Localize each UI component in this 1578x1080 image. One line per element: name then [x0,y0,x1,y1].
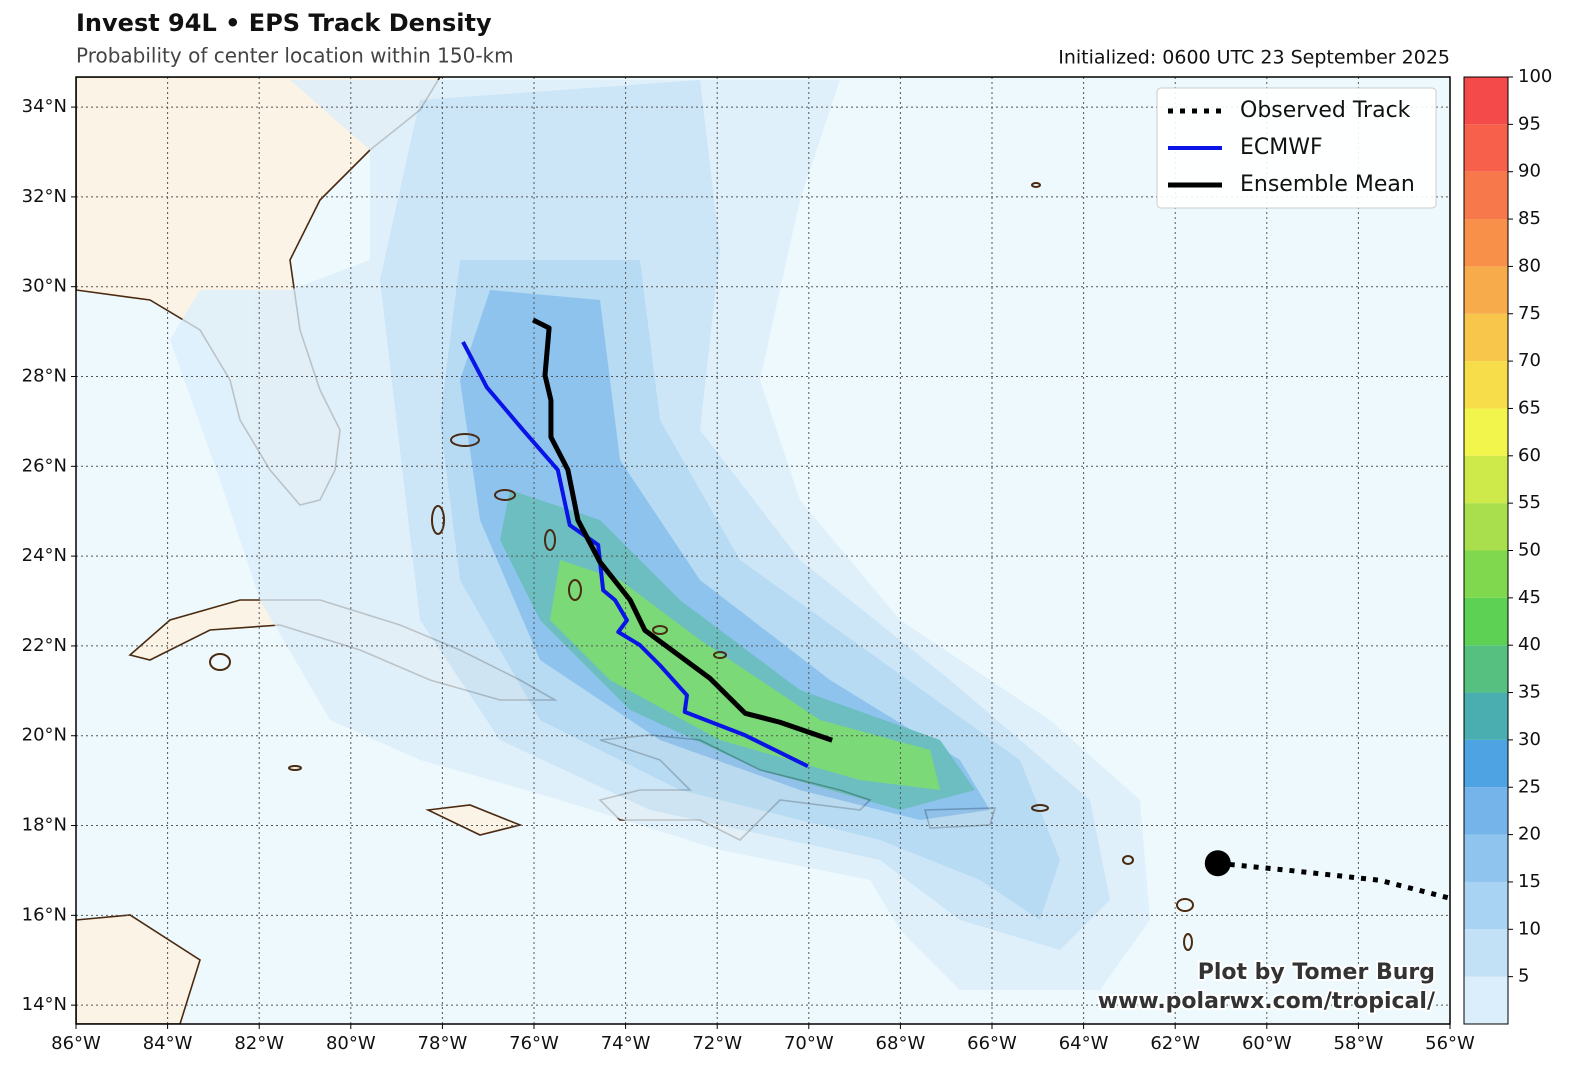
colorbar: 5 10 15 20 25 30 35 40 45 50 55 60 65 70 75 80 85 90 95 100 [1463,66,1552,1025]
x-tick-label: 74°W [601,1033,651,1054]
x-tick-label: 84°W [143,1033,193,1054]
color-bin [1464,976,1508,1024]
tracks [461,317,1450,901]
y-tick-label: 30°N [22,276,67,297]
colorbar-tick-label: 15 [1518,871,1541,892]
legend-label: ECMWF [1240,135,1323,160]
y-tick-label: 24°N [22,545,67,566]
track [531,317,833,743]
y-tick-label: 34°N [22,96,67,117]
colorbar-tick-label: 100 [1518,66,1552,87]
legend-label: Ensemble Mean [1240,172,1415,197]
colorbar-tick-label: 75 [1518,303,1541,324]
colorbar-tick-label: 95 [1518,113,1541,134]
color-bin [1464,171,1508,220]
colorbar-tick-label: 20 [1518,824,1541,845]
init-time: Initialized: 0600 UTC 23 September 2025 [1058,47,1450,69]
color-bin [1464,787,1508,835]
density-band [460,290,990,820]
map-frame [75,76,1451,1025]
x-tick-label: 86°W [51,1033,101,1054]
islands [209,182,1194,951]
credit: www.polarwx.com/tropical/ [1098,989,1436,1014]
track [1217,860,1450,901]
colorbar-tick-label: 10 [1518,918,1541,939]
x-tick-label: 60°W [1242,1033,1292,1054]
color-bin [1464,739,1508,788]
colorbar-tick-label: 30 [1518,729,1541,750]
x-tick-label: 64°W [1059,1033,1109,1054]
color-bin [1464,408,1508,456]
track [461,340,809,769]
color-bin [1464,881,1508,930]
color-bin [1464,361,1508,409]
x-tick-label: 78°W [418,1033,468,1054]
x-tick-label: 62°W [1150,1033,1200,1054]
density-band [550,560,940,790]
colorbar-tick-label: 60 [1518,445,1541,466]
credits: Plot by Tomer Burg www.polarwx.com/tropi… [1096,958,1438,1016]
colorbar-tick-label: 45 [1518,587,1541,608]
color-bin [1464,597,1508,646]
color-bin [1464,503,1508,551]
legend: Observed Track ECMWF Ensemble Mean [1156,87,1437,209]
title: Invest 94L • EPS Track Density [76,9,492,37]
x-tick-label: 80°W [326,1033,376,1054]
x-tick-label: 68°W [876,1033,926,1054]
subtitle: Probability of center location within 15… [76,44,514,68]
density [170,80,1150,990]
colorbar-tick-label: 40 [1518,634,1541,655]
colorbar-tick-label: 80 [1518,255,1541,276]
color-bin [1464,834,1508,882]
x-tick-label: 66°W [967,1033,1017,1054]
land [425,804,523,836]
color-bin [1464,455,1508,504]
color-bin [1464,929,1508,977]
color-bin [1464,550,1508,598]
current-position [1204,850,1231,877]
y-tick-label: 26°N [22,455,67,476]
x-tick-label: 76°W [509,1033,559,1054]
y-tick-label: 22°N [22,635,67,656]
colorbar-tick-label: 65 [1518,397,1541,418]
legend-label: Observed Track [1240,98,1411,123]
colorbar-tick-label: 55 [1518,492,1541,513]
credit: Plot by Tomer Burg [1198,960,1435,985]
colorbar-tick-label: 70 [1518,350,1541,371]
color-bin [1464,124,1508,172]
colorbar-tick-label: 5 [1518,966,1529,987]
y-tick-label: 14°N [22,994,67,1015]
y-tick-label: 18°N [22,815,67,836]
colorbar-frame [1463,76,1509,1025]
axes: 86°W 84°W 82°W 80°W 78°W 76°W 74°W 72°W 70°W 68°W… [22,96,1475,1054]
color-bin [1464,266,1508,314]
color-bin [1464,77,1508,125]
colorbar-tick-label: 85 [1518,208,1541,229]
map-area [76,77,1450,1024]
color-bin [1464,645,1508,693]
x-tick-label: 56°W [1425,1033,1475,1054]
y-tick-label: 16°N [22,904,67,925]
y-tick-label: 20°N [22,725,67,746]
y-tick-label: 28°N [22,366,67,387]
x-tick-label: 70°W [784,1033,834,1054]
color-bin [1464,313,1508,362]
colorbar-tick-label: 35 [1518,682,1541,703]
legend-box [1156,87,1437,209]
color-bin [1464,692,1508,740]
y-tick-label: 32°N [22,186,67,207]
color-bin [1464,219,1508,267]
x-tick-label: 58°W [1334,1033,1384,1054]
colorbar-tick-label: 90 [1518,161,1541,182]
colorbar-tick-label: 25 [1518,776,1541,797]
x-tick-label: 82°W [234,1033,284,1054]
colorbar-tick-label: 50 [1518,540,1541,561]
x-tick-label: 72°W [692,1033,742,1054]
